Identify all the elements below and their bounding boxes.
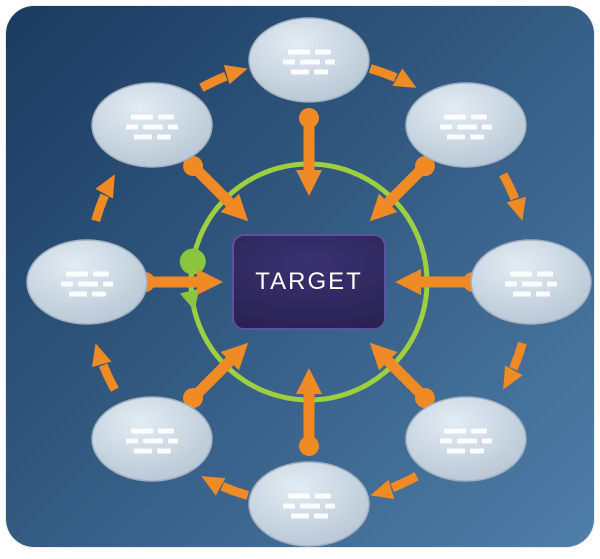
cycle-arc (513, 343, 522, 369)
node (406, 83, 526, 167)
cycle-arrowhead (503, 366, 522, 390)
node (92, 397, 212, 481)
cycle-arrowhead (370, 480, 394, 499)
node (27, 240, 147, 324)
inward-arrow-head (296, 170, 322, 196)
node-placeholder-text (61, 271, 113, 296)
node (471, 240, 591, 324)
node (249, 18, 369, 102)
inward-arrow-dot (299, 108, 319, 128)
diagram-panel: TARGET (6, 6, 594, 547)
node-placeholder-text (283, 493, 335, 518)
node-placeholder-text (505, 271, 557, 296)
cycle-arrowhead (92, 343, 111, 367)
inward-arrow-head (197, 269, 223, 295)
node (406, 397, 526, 481)
inner-circle-dot (180, 249, 206, 275)
node-placeholder-text (440, 114, 492, 139)
node (249, 462, 369, 546)
node (92, 83, 212, 167)
cycle-arc (503, 174, 515, 198)
cycle-arc (222, 486, 248, 495)
node-placeholder-text (440, 428, 492, 453)
inward-arrow-dot (299, 436, 319, 456)
cycle-arc (103, 365, 115, 389)
cycle-arc (370, 69, 396, 78)
cycle-arc (96, 195, 105, 221)
node-placeholder-text (126, 428, 178, 453)
target-label: TARGET (255, 268, 363, 296)
cycle-arrowhead (507, 197, 526, 221)
node-placeholder-text (283, 49, 335, 74)
inward-arrow-head (395, 269, 421, 295)
inward-arrow-head (296, 368, 322, 394)
target-center: TARGET (232, 234, 386, 330)
node-placeholder-text (126, 114, 178, 139)
inner-circle-arrowhead (180, 289, 199, 311)
cycle-arrowhead (224, 65, 248, 84)
cycle-arrowhead (95, 174, 114, 198)
